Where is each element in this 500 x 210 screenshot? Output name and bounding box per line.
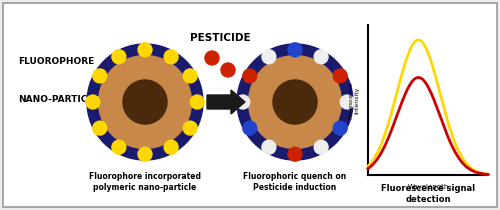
Circle shape [262,140,276,154]
Circle shape [98,56,192,148]
Text: FLUOROPHORE: FLUOROPHORE [18,58,94,67]
Circle shape [288,43,302,57]
Text: Wavelength: Wavelength [408,184,449,190]
Circle shape [262,50,276,64]
Circle shape [138,147,152,161]
Circle shape [93,69,107,83]
Circle shape [123,80,167,124]
Circle shape [314,50,328,64]
Circle shape [183,121,197,135]
FancyBboxPatch shape [3,3,497,207]
Text: PESTICIDE: PESTICIDE [190,33,250,43]
Circle shape [288,147,302,161]
Circle shape [112,140,126,154]
Circle shape [205,51,219,65]
Circle shape [243,69,257,83]
Circle shape [86,95,100,109]
FancyArrow shape [207,90,245,114]
Text: Fluorophore incorporated
polymeric nano-particle: Fluorophore incorporated polymeric nano-… [89,172,201,192]
Text: Fluorescence signal
detection: Fluorescence signal detection [381,184,475,204]
Circle shape [248,56,342,148]
Circle shape [112,50,126,64]
Circle shape [183,69,197,83]
Text: Fluorophoric quench on
Pesticide induction: Fluorophoric quench on Pesticide inducti… [244,172,346,192]
Circle shape [273,80,317,124]
Circle shape [221,63,235,77]
Circle shape [138,43,152,57]
Circle shape [333,121,347,135]
Text: Florescence
Intensity: Florescence Intensity [348,81,360,119]
Circle shape [236,95,250,109]
Circle shape [164,140,178,154]
Circle shape [237,44,353,160]
FancyBboxPatch shape [360,12,495,202]
Circle shape [93,121,107,135]
Circle shape [243,121,257,135]
Circle shape [164,50,178,64]
Circle shape [333,69,347,83]
Circle shape [190,95,204,109]
Circle shape [314,140,328,154]
Text: NANO-PARTICLE: NANO-PARTICLE [18,96,99,105]
Circle shape [340,95,354,109]
Circle shape [87,44,203,160]
